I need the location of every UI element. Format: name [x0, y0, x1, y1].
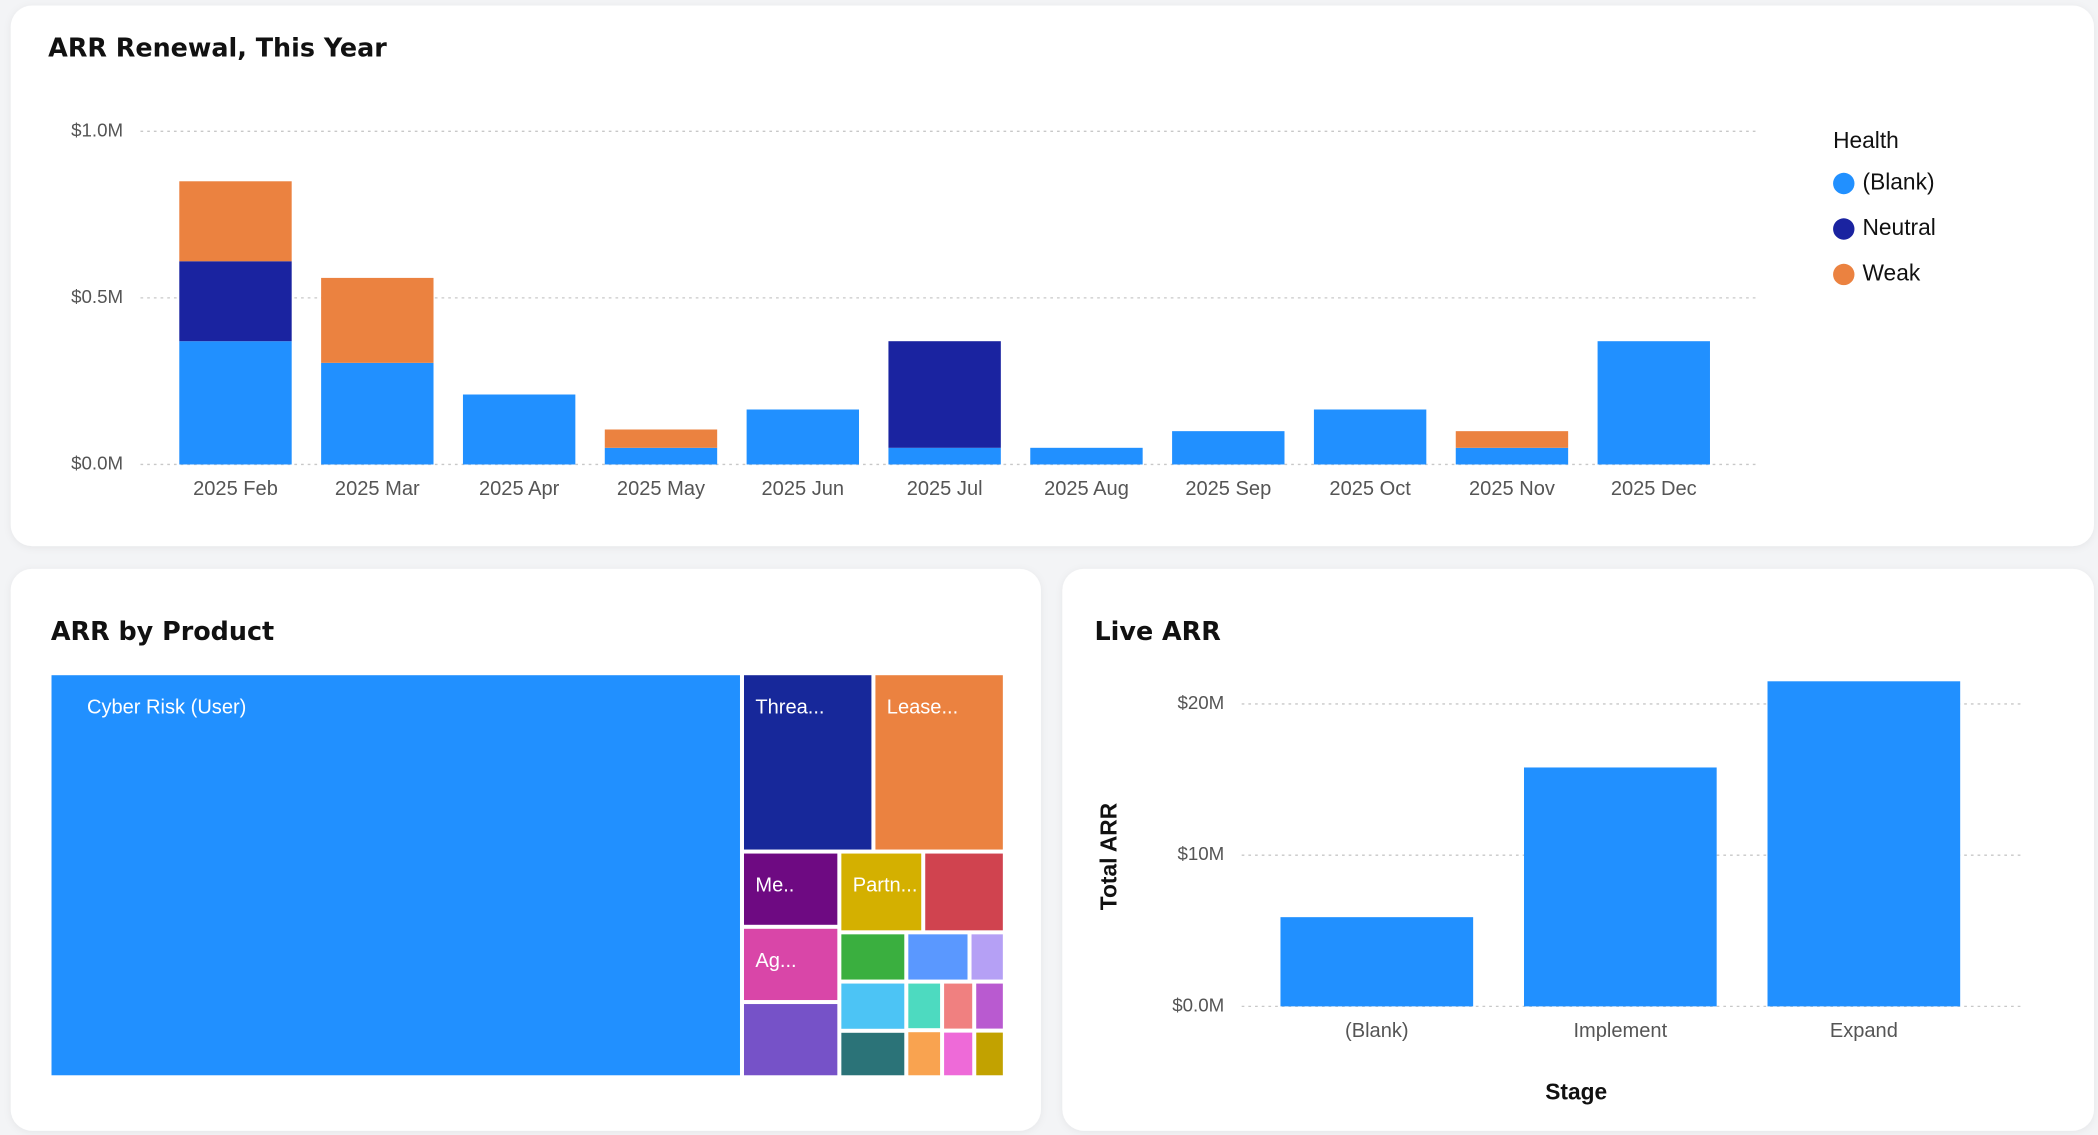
- tile-label: Threa...: [755, 696, 824, 718]
- bar-segment: [1172, 431, 1285, 465]
- bar-segment: [1597, 341, 1710, 465]
- x-tick-label: 2025 Jun: [762, 478, 845, 500]
- legend-label: Weak: [1863, 259, 1921, 285]
- treemap-tile: [875, 675, 1003, 850]
- chart-title: ARR by Product: [51, 616, 274, 646]
- x-tick-label: 2025 Feb: [193, 478, 278, 500]
- treemap-tile: [51, 675, 740, 1076]
- legend-label: Neutral: [1863, 214, 1936, 240]
- treemap-tile: [925, 853, 1003, 931]
- bar-segment: [604, 429, 718, 448]
- y-tick-label: $10M: [1177, 843, 1224, 864]
- bar: [1523, 767, 1717, 1007]
- tile-label: Partn...: [853, 875, 918, 897]
- x-tick-label: Implement: [1573, 1020, 1667, 1042]
- y-tick-label: $0.5M: [71, 286, 123, 307]
- x-tick-label: 2025 Apr: [479, 478, 560, 500]
- treemap-tile: [841, 934, 905, 980]
- treemap-tile: [976, 983, 1003, 1029]
- legend-title: Health: [1833, 127, 1899, 153]
- y-tick-label: $0.0M: [1172, 994, 1224, 1015]
- chart-title: ARR Renewal, This Year: [48, 33, 387, 63]
- bar-segment: [462, 394, 576, 465]
- bar-segment: [179, 341, 292, 465]
- bar-segment: [604, 447, 718, 465]
- legend-label: (Blank): [1863, 168, 1935, 194]
- y-tick-label: $0.0M: [71, 452, 123, 473]
- treemap-tile: [971, 934, 1003, 980]
- legend-swatch: [1833, 263, 1855, 286]
- bar-segment: [179, 181, 292, 262]
- x-tick-label: Expand: [1830, 1020, 1898, 1042]
- x-tick-label: 2025 May: [617, 478, 705, 500]
- treemap-tile: [743, 1004, 838, 1076]
- treemap-tile: [944, 1032, 973, 1076]
- y-axis-label: Total ARR: [1096, 803, 1122, 910]
- x-tick-label: (Blank): [1345, 1020, 1409, 1042]
- treemap-tile: [944, 983, 973, 1029]
- x-tick-label: 2025 Dec: [1611, 478, 1697, 500]
- x-tick-label: 2025 Oct: [1329, 478, 1411, 500]
- bar-segment: [179, 261, 292, 342]
- x-tick-label: 2025 Nov: [1469, 478, 1555, 500]
- tile-label: Lease...: [887, 696, 958, 718]
- treemap-tile: [841, 1032, 905, 1076]
- bar-segment: [1030, 447, 1143, 465]
- treemap-tile: [908, 934, 968, 980]
- treemap-tile: [841, 983, 905, 1029]
- bar-segment: [1455, 447, 1569, 465]
- treemap-tile: [743, 853, 838, 925]
- legend-swatch: [1833, 218, 1855, 240]
- chart-title: Live ARR: [1094, 616, 1221, 646]
- treemap-tile: [743, 675, 872, 850]
- y-tick-label: $20M: [1177, 692, 1224, 713]
- y-tick-label: $1.0M: [71, 119, 123, 140]
- bar-segment: [746, 409, 860, 465]
- bar-segment: [1313, 409, 1427, 465]
- treemap-tile: [976, 1032, 1003, 1076]
- treemap-tile: [743, 928, 838, 1001]
- x-tick-label: 2025 Mar: [335, 478, 420, 500]
- treemap-tile: [908, 1032, 941, 1076]
- x-axis-label: Stage: [1545, 1078, 1607, 1104]
- tile-label: Ag...: [755, 950, 796, 972]
- bar-segment: [888, 341, 1001, 448]
- tile-label: Cyber Risk (User): [87, 696, 246, 718]
- bar-segment: [321, 362, 434, 465]
- bar-segment: [888, 447, 1001, 465]
- bar-segment: [321, 277, 434, 363]
- bar: [1767, 681, 1961, 1007]
- bar-segment: [1455, 431, 1569, 448]
- bar: [1280, 917, 1474, 1007]
- tile-label: Me..: [755, 875, 794, 897]
- x-tick-label: 2025 Aug: [1044, 478, 1129, 500]
- treemap-tile: [841, 853, 922, 931]
- x-tick-label: 2025 Sep: [1185, 478, 1271, 500]
- legend-swatch: [1833, 172, 1855, 195]
- treemap-tile: [908, 983, 941, 1029]
- x-tick-label: 2025 Jul: [907, 478, 983, 500]
